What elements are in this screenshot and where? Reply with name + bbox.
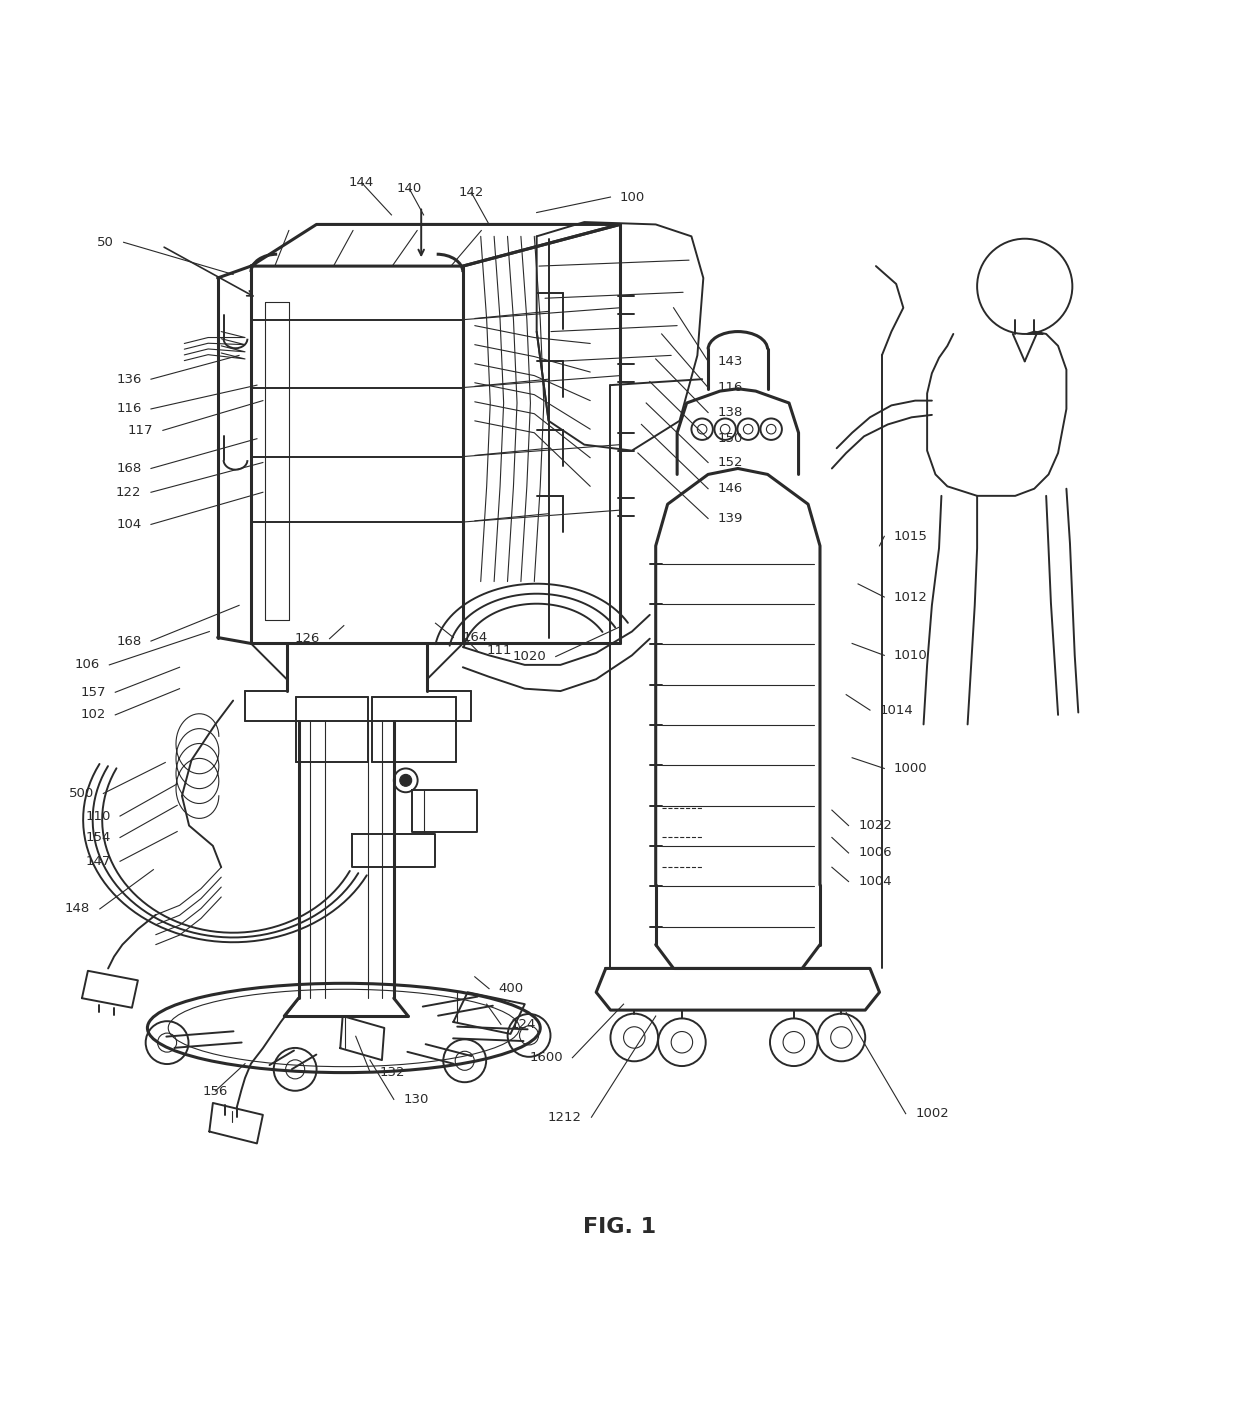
Text: 1020: 1020 — [512, 650, 546, 663]
Text: 157: 157 — [81, 685, 105, 698]
Text: 132: 132 — [379, 1066, 405, 1079]
Text: 147: 147 — [86, 855, 110, 868]
Text: 168: 168 — [117, 634, 141, 647]
Text: 1600: 1600 — [529, 1052, 563, 1064]
Text: 136: 136 — [117, 373, 141, 386]
Text: 102: 102 — [81, 708, 105, 721]
Text: 143: 143 — [718, 355, 743, 368]
Text: 104: 104 — [117, 517, 141, 532]
Text: 164: 164 — [463, 631, 489, 644]
Text: 106: 106 — [74, 658, 99, 671]
Text: 140: 140 — [397, 182, 422, 195]
Text: 1022: 1022 — [858, 819, 892, 832]
Text: 1002: 1002 — [915, 1107, 949, 1120]
Text: 116: 116 — [117, 402, 141, 416]
Text: 122: 122 — [117, 486, 141, 499]
Text: 150: 150 — [718, 432, 743, 445]
Text: 50: 50 — [97, 235, 114, 249]
Text: 100: 100 — [620, 191, 645, 204]
Text: 130: 130 — [403, 1093, 429, 1106]
Text: 111: 111 — [486, 644, 512, 657]
Text: 1006: 1006 — [858, 846, 892, 859]
Text: 400: 400 — [498, 982, 523, 995]
Text: FIG. 1: FIG. 1 — [584, 1217, 656, 1237]
Text: 117: 117 — [128, 423, 154, 437]
Text: 1015: 1015 — [894, 530, 928, 543]
Text: 168: 168 — [117, 462, 141, 475]
Text: 144: 144 — [348, 177, 374, 190]
Text: 156: 156 — [202, 1084, 228, 1097]
Text: 139: 139 — [718, 512, 743, 524]
Text: 154: 154 — [86, 831, 110, 844]
Text: 1004: 1004 — [858, 875, 892, 888]
Text: 152: 152 — [718, 456, 743, 469]
Text: 1010: 1010 — [894, 648, 928, 661]
Circle shape — [399, 774, 412, 787]
Text: 1000: 1000 — [894, 762, 928, 775]
Text: 126: 126 — [295, 633, 320, 646]
Text: 138: 138 — [718, 406, 743, 419]
Text: 116: 116 — [718, 380, 743, 395]
Text: 146: 146 — [718, 482, 743, 496]
Text: 1012: 1012 — [894, 590, 928, 604]
Text: 1212: 1212 — [548, 1110, 582, 1124]
Text: 148: 148 — [64, 902, 91, 915]
Text: 142: 142 — [459, 185, 484, 200]
Text: 110: 110 — [86, 809, 110, 822]
Text: 1014: 1014 — [879, 704, 913, 717]
Text: 500: 500 — [68, 787, 94, 799]
Text: 124: 124 — [511, 1017, 536, 1030]
